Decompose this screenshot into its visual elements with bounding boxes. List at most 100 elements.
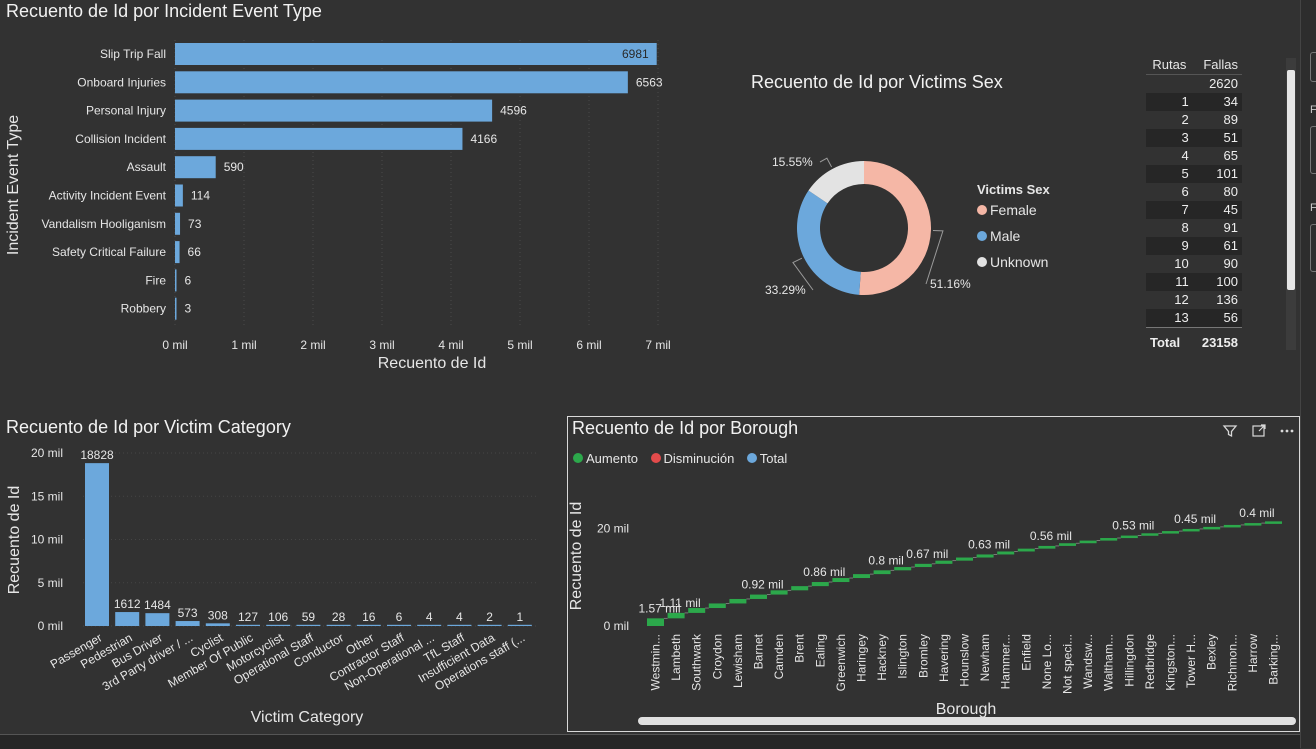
victim-bar[interactable] (447, 624, 472, 626)
rutas-cell: 10 (1174, 256, 1189, 271)
waterfall-bar[interactable] (832, 578, 850, 583)
slicer-box-2[interactable] (1310, 126, 1316, 174)
waterfall-bar[interactable] (1265, 521, 1282, 524)
legend-unknown[interactable]: Unknown (990, 254, 1048, 270)
table-row[interactable]: 6 80 (1146, 183, 1242, 201)
incident-bar[interactable] (175, 212, 181, 235)
donut-slice-male[interactable] (797, 190, 861, 295)
victim-bar[interactable] (205, 623, 230, 626)
victim-bar[interactable] (266, 624, 291, 626)
table-row[interactable]: 2 89 (1146, 111, 1242, 129)
incident-bar[interactable] (175, 71, 628, 94)
donut-slice-unknown[interactable] (808, 161, 864, 204)
legend-decrease[interactable]: Disminución (650, 451, 734, 466)
borough-category-label: Bexley (1205, 634, 1219, 670)
victims-sex-donut-chart[interactable]: 51.16% 33.29% 15.55% Victims Sex Female Mal… (740, 120, 1100, 320)
waterfall-bar[interactable] (1223, 524, 1241, 528)
victim-bar[interactable] (115, 612, 140, 626)
filter-icon[interactable] (1222, 423, 1238, 439)
table-row[interactable]: 4 65 (1146, 147, 1242, 165)
waterfall-bar[interactable] (997, 551, 1015, 555)
incident-bar[interactable] (175, 241, 180, 264)
table-row[interactable]: 1 34 (1146, 93, 1242, 111)
waterfall-bar[interactable] (873, 570, 891, 575)
rutas-header[interactable]: Rutas (1152, 57, 1187, 72)
legend-male[interactable]: Male (990, 228, 1021, 244)
borough-category-label: Harrow (1246, 634, 1260, 673)
waterfall-bar[interactable] (956, 557, 973, 561)
victim-bar[interactable] (145, 613, 170, 626)
fallas-header[interactable]: Fallas (1203, 57, 1238, 72)
waterfall-bar[interactable] (811, 582, 829, 587)
borough-category-label: Wandsw... (1081, 634, 1095, 689)
table-row[interactable]: 5 101 (1146, 165, 1242, 183)
borough-horizontal-scrollbar[interactable] (638, 717, 1296, 725)
victim-bar[interactable] (326, 624, 351, 626)
table-row[interactable]: 8 91 (1146, 219, 1242, 237)
legend-total[interactable]: Total (746, 451, 787, 466)
table-scrollbar[interactable] (1286, 58, 1296, 350)
waterfall-bar[interactable] (1100, 538, 1118, 541)
table-row[interactable]: 10 90 (1146, 255, 1242, 273)
focus-mode-icon[interactable] (1251, 423, 1267, 439)
waterfall-bar[interactable] (1017, 548, 1035, 552)
waterfall-bar[interactable] (853, 574, 870, 579)
waterfall-bar[interactable] (894, 567, 912, 571)
incident-bar[interactable] (175, 184, 183, 207)
waterfall-bar[interactable] (688, 608, 706, 613)
waterfall-bar[interactable] (1079, 540, 1097, 544)
incident-bar[interactable] (175, 297, 177, 320)
slicer-box-3[interactable] (1310, 224, 1316, 272)
victim-bar[interactable] (85, 463, 109, 626)
incident-bar[interactable] (175, 127, 463, 150)
victim-bar[interactable] (356, 624, 381, 626)
waterfall-bar[interactable] (1182, 528, 1200, 532)
legend-female[interactable]: Female (990, 202, 1037, 218)
waterfall-bar[interactable] (770, 590, 788, 595)
more-options-icon[interactable] (1279, 423, 1295, 439)
table-row[interactable]: 3 51 (1146, 129, 1242, 147)
victim-bar[interactable] (507, 624, 532, 626)
victim-bar[interactable] (477, 624, 502, 626)
table-scrollbar-thumb[interactable] (1287, 70, 1295, 290)
borough-visual-container[interactable] (567, 416, 1300, 732)
waterfall-bar[interactable] (667, 612, 685, 619)
waterfall-bar[interactable] (935, 560, 953, 564)
victim-bar[interactable] (296, 624, 321, 626)
legend-increase[interactable]: Aumento (573, 451, 638, 466)
incident-bar[interactable] (175, 269, 177, 292)
waterfall-bar[interactable] (1120, 535, 1138, 539)
table-row[interactable]: 9 61 (1146, 237, 1242, 255)
waterfall-bar[interactable] (1059, 543, 1076, 546)
waterfall-bar[interactable] (729, 598, 747, 604)
victim-bar[interactable] (387, 624, 411, 626)
table-row[interactable]: 11 100 (1146, 273, 1242, 291)
incident-bar[interactable] (175, 43, 657, 65)
waterfall-bar[interactable] (791, 586, 809, 591)
table-row[interactable]: 2620 (1146, 75, 1242, 94)
table-row[interactable]: 12 136 (1146, 291, 1242, 309)
victim-category-chart[interactable]: Recuento de Id Victim Category 0 mil 5 mi… (0, 440, 560, 740)
donut-slice-female[interactable] (859, 161, 932, 295)
waterfall-bar[interactable] (1141, 533, 1159, 536)
waterfall-bar[interactable] (1038, 545, 1056, 549)
waterfall-bar[interactable] (1203, 526, 1221, 530)
table-row[interactable]: 7 45 (1146, 201, 1242, 219)
waterfall-bar[interactable] (708, 603, 726, 609)
borough-waterfall-chart[interactable]: Recuento de Id Borough 0 mil 20 mil 1.57 … (567, 470, 1300, 732)
incident-event-type-chart[interactable]: Incident Event Type Recuento de Id 0 mil… (0, 0, 720, 380)
incident-bar[interactable] (175, 156, 216, 179)
incident-bar[interactable] (175, 99, 493, 122)
waterfall-bar[interactable] (914, 563, 932, 568)
victim-bar[interactable] (236, 624, 260, 626)
waterfall-bar[interactable] (1244, 523, 1262, 526)
waterfall-bar[interactable] (750, 594, 767, 599)
fallas-cell: 45 (1192, 201, 1242, 219)
waterfall-bar[interactable] (976, 554, 994, 558)
waterfall-bar[interactable] (647, 618, 664, 626)
victim-bar[interactable] (175, 621, 200, 626)
victim-bar[interactable] (417, 624, 442, 626)
table-row[interactable]: 13 56 (1146, 309, 1242, 328)
slicer-box-1[interactable] (1310, 52, 1316, 82)
waterfall-bar[interactable] (1162, 531, 1179, 534)
